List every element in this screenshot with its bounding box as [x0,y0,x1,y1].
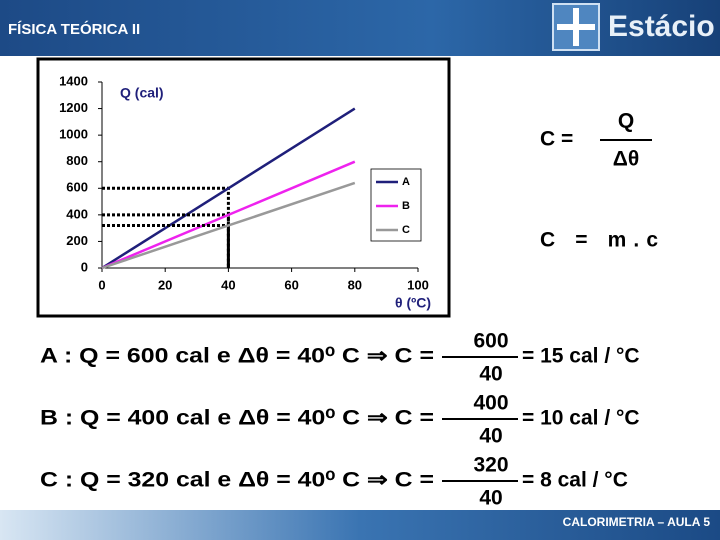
series-line [101,160,356,270]
equation-den: 40 [479,487,502,510]
equation-lhs: A : Q = 600 cal e Δθ = 40⁰ C ⇒ C = [40,345,434,368]
x-tick-label: 0 [98,277,105,292]
y-tick-label: 200 [66,233,88,248]
legend-label: C [402,224,410,236]
header-title: FÍSICA TEÓRICA II [8,20,140,38]
legend-label: B [402,200,410,212]
equation-den: 40 [479,425,502,448]
x-tick-label: 60 [284,277,298,292]
equation-lhs: C : Q = 320 cal e Δθ = 40⁰ C ⇒ C = [40,469,434,492]
x-axis-label: θ (ºC) [395,295,431,311]
y-tick-label: 600 [66,180,88,195]
equation-lhs: B : Q = 400 cal e Δθ = 40⁰ C ⇒ C = [40,407,434,430]
equation-rhs: = 15 cal / °C [522,345,640,368]
logo-icon [552,3,600,51]
series-line [101,107,356,270]
formula-lhs: C = [540,128,573,151]
x-tick-label: 40 [221,277,235,292]
x-tick-label: 20 [158,277,172,292]
legend-label: A [402,176,410,188]
x-tick-label: 80 [348,277,362,292]
formula-den: Δθ [613,148,639,171]
equation-rhs: = 8 cal / °C [522,469,628,492]
footer-text: CALORIMETRIA – AULA 5 [563,515,711,529]
x-tick-label: 100 [407,277,429,292]
equation-rhs: = 10 cal / °C [522,407,640,430]
y-tick-label: 1000 [59,127,88,142]
y-axis-label: Q (cal) [120,85,164,101]
footer-band [0,510,720,540]
logo-text: Estácio [608,10,715,43]
y-tick-label: 1200 [59,100,88,115]
equation-num: 320 [473,454,508,477]
formula-num: Q [618,110,634,133]
equation-num: 400 [473,392,508,415]
y-tick-label: 0 [81,259,88,274]
y-tick-label: 400 [66,206,88,221]
series-line [101,181,356,270]
y-tick-label: 800 [66,153,88,168]
equation-num: 600 [473,330,508,353]
y-tick-label: 1400 [59,73,88,88]
equation-den: 40 [479,363,502,386]
